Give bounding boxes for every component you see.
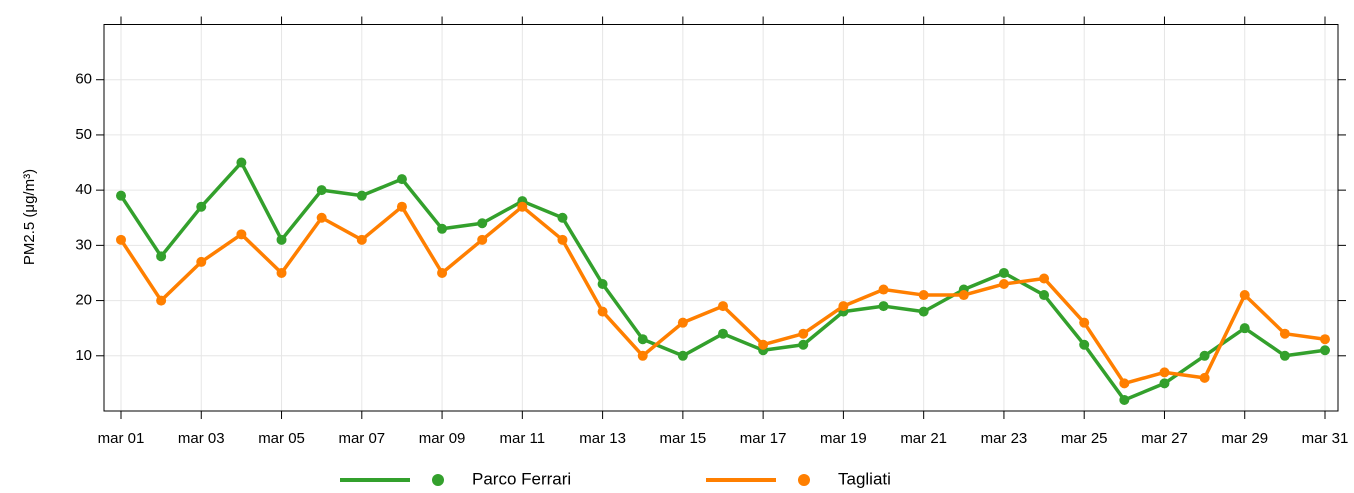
data-point	[1199, 350, 1210, 361]
data-point	[1159, 367, 1170, 378]
x-tick-label: mar 29	[1221, 430, 1268, 447]
y-tick-label: 20	[75, 292, 92, 309]
legend-marker	[432, 474, 444, 486]
data-point	[1320, 334, 1330, 345]
data-point	[557, 234, 568, 245]
data-point	[1279, 328, 1290, 339]
x-tick-label: mar 03	[178, 430, 225, 447]
y-tick-label: 60	[75, 71, 92, 88]
plot-frame	[103, 24, 1339, 412]
y-tick-label: 40	[75, 181, 92, 198]
data-point	[316, 212, 327, 223]
data-point	[1199, 372, 1210, 383]
data-point	[998, 267, 1009, 278]
y-tick-label: 10	[75, 347, 92, 364]
legend-label: Parco Ferrari	[472, 469, 571, 488]
data-point	[116, 190, 126, 201]
data-point	[1239, 290, 1250, 301]
data-point	[477, 234, 488, 245]
x-tick-label: mar 17	[740, 430, 787, 447]
x-tick-label: mar 15	[660, 430, 707, 447]
series-line	[119, 204, 1326, 386]
x-tick-label: mar 23	[981, 430, 1028, 447]
data-point	[1039, 273, 1050, 284]
data-point	[637, 350, 648, 361]
x-tick-label: mar 01	[98, 430, 145, 447]
data-point	[878, 284, 889, 295]
data-point	[918, 306, 929, 317]
x-tick-label: mar 31	[1302, 430, 1349, 447]
x-tick-label: mar 11	[500, 430, 546, 447]
data-point	[1039, 290, 1050, 301]
data-point	[597, 279, 608, 290]
data-point	[276, 234, 287, 245]
data-point	[677, 350, 688, 361]
data-point	[958, 290, 969, 301]
x-tick-label: mar 19	[820, 430, 867, 447]
data-point	[1079, 317, 1090, 328]
data-point	[396, 201, 407, 212]
x-tick-label: mar 13	[579, 430, 626, 447]
x-tick-label: mar 27	[1141, 430, 1188, 447]
data-point	[718, 328, 728, 339]
data-point	[437, 267, 448, 278]
data-point	[276, 267, 287, 278]
data-point	[597, 306, 608, 317]
data-point	[517, 201, 528, 212]
x-tick-label: mar 07	[338, 430, 385, 447]
data-point	[1119, 394, 1130, 405]
x-tick-label: mar 05	[258, 430, 305, 447]
series-line	[119, 160, 1326, 402]
x-tick-label: mar 09	[419, 430, 466, 447]
legend-marker	[798, 474, 810, 486]
data-point	[557, 212, 568, 223]
data-point	[1239, 323, 1250, 334]
y-axis-label: PM2.5 (μg/m³)	[21, 169, 38, 265]
data-point	[838, 301, 849, 312]
data-point	[1159, 378, 1170, 389]
data-point	[918, 290, 929, 301]
data-point	[677, 317, 688, 328]
data-point	[156, 295, 167, 306]
x-tick-label: mar 21	[900, 430, 947, 447]
data-point	[196, 256, 207, 267]
data-point	[798, 339, 809, 350]
data-point	[116, 234, 126, 245]
data-point	[236, 157, 247, 168]
data-point	[356, 190, 367, 201]
legend-label: Tagliati	[838, 469, 891, 488]
data-point	[798, 328, 809, 339]
x-tick-label: mar 25	[1061, 430, 1108, 447]
data-point	[396, 174, 407, 185]
data-point	[196, 201, 207, 212]
data-point	[437, 223, 448, 234]
data-point	[1079, 339, 1090, 350]
data-point	[1279, 350, 1290, 361]
data-point	[356, 234, 367, 245]
y-tick-label: 50	[75, 126, 92, 143]
data-point	[1320, 345, 1330, 356]
data-point	[236, 229, 247, 240]
data-point	[156, 251, 167, 262]
data-point	[878, 301, 889, 312]
data-point	[998, 279, 1009, 290]
data-point	[316, 185, 327, 196]
data-point	[758, 339, 769, 350]
y-tick-label: 30	[75, 236, 92, 253]
data-point	[637, 334, 648, 345]
data-point	[718, 301, 728, 312]
data-point	[1119, 378, 1130, 389]
data-point	[477, 218, 488, 229]
